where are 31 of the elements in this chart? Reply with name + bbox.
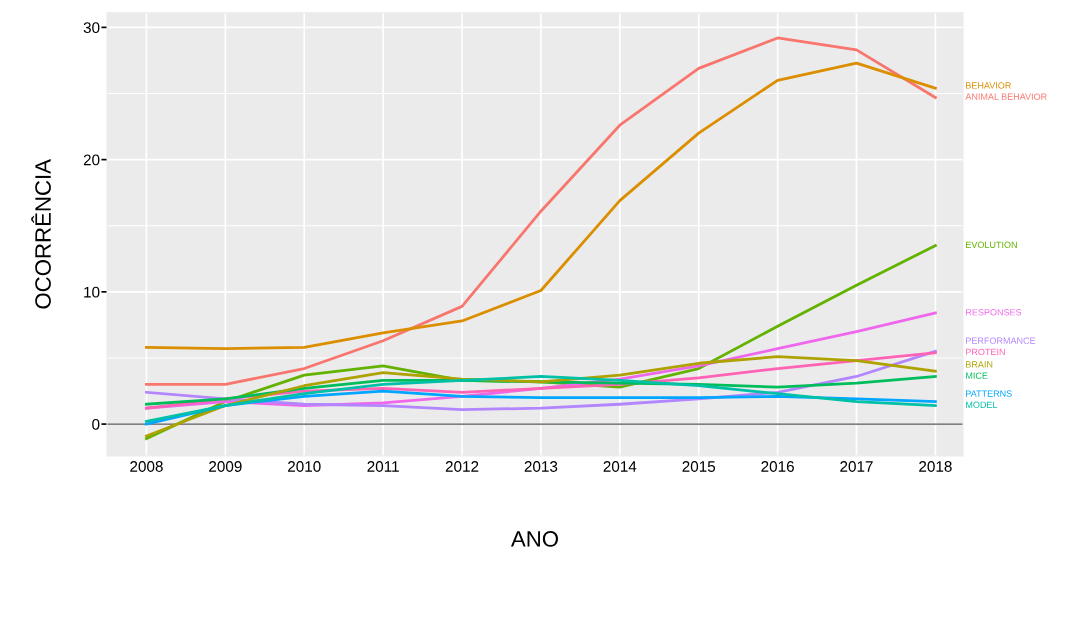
x-tick-label: 2016 (761, 461, 794, 472)
text: PROTEIN (966, 348, 1005, 356)
text: ANIMAL BEHAVIOR (965, 93, 1047, 100)
x-tick-label: 2012 (445, 461, 479, 472)
text: RESPONSES (966, 309, 1022, 316)
text: MODEL (966, 401, 998, 408)
y-tick-label: 0 (92, 418, 100, 430)
y-tick-label: 30 (83, 22, 100, 34)
text: PATTERNS (966, 390, 1012, 397)
y-axis-title: OCORRÊNCIA (31, 159, 51, 309)
text: BEHAVIOR (966, 82, 1011, 89)
x-tick-label: 2008 (130, 461, 163, 472)
x-tick-label: 2011 (367, 461, 399, 472)
x-tick-label: 2015 (682, 461, 716, 472)
x-tick-label: 2014 (603, 461, 637, 472)
x-axis-title: ANO (510, 531, 559, 547)
y-tick-label: 10 (84, 286, 100, 298)
text: BRAIN (966, 361, 993, 368)
line-series (145, 36, 937, 386)
x-tick-label: 2017 (840, 461, 873, 472)
x-tick-label: 2013 (524, 461, 558, 472)
y-tick-label: 20 (83, 154, 100, 166)
text: MICE (966, 372, 988, 379)
text: PERFORMANCE (966, 337, 1036, 344)
x-tick-label: 2018 (919, 461, 952, 472)
line-series (145, 61, 937, 351)
x-tick-label: 2009 (209, 461, 242, 472)
text: EVOLUTION (966, 241, 1017, 248)
line-series (145, 355, 937, 438)
x-tick-label: 2010 (288, 461, 321, 472)
line-series (145, 375, 937, 423)
